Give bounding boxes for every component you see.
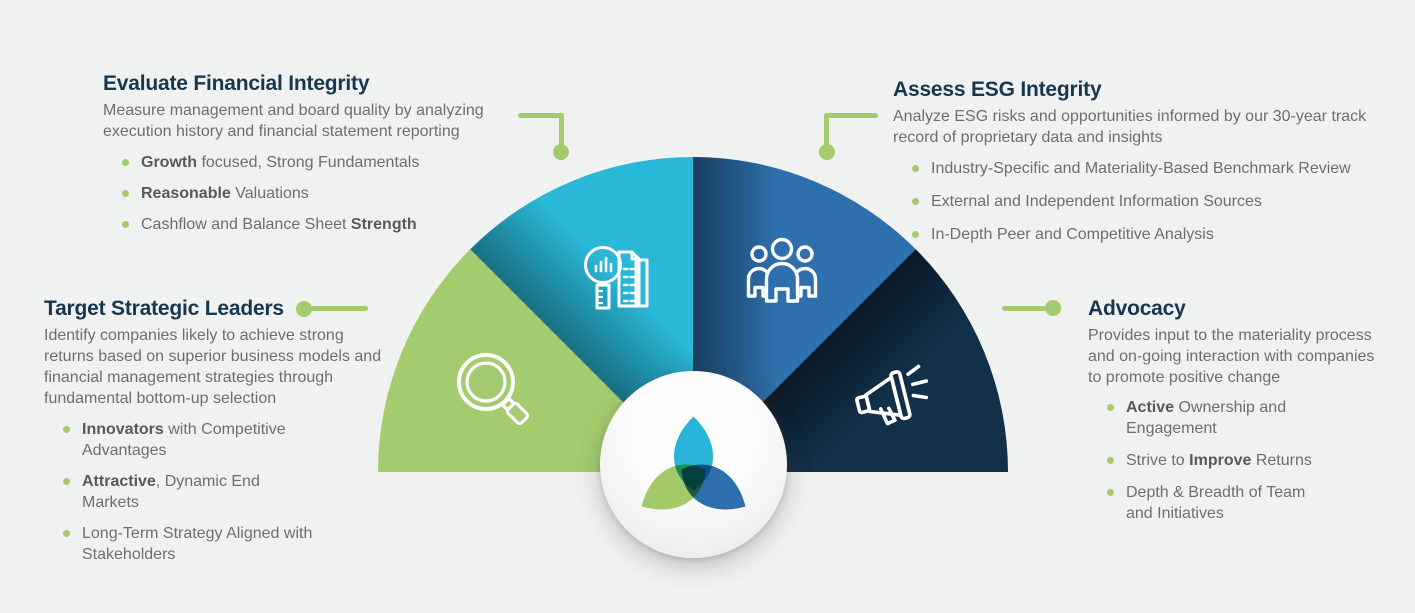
block-evaluate-financial-integrity: Evaluate Financial Integrity Measure man… (103, 71, 505, 245)
bullet-text-bold: Attractive (82, 473, 156, 490)
block-assess-esg-integrity: Assess ESG Integrity Analyze ESG risks a… (893, 77, 1390, 257)
bullet-dot-icon (912, 198, 919, 205)
bullet-item: Strive to Improve Returns (1088, 450, 1322, 471)
bullet-text: focused, Strong Fundamentals (197, 154, 420, 171)
bullet-item: Growth focused, Strong Fundamentals (103, 152, 505, 173)
bullet-text: Cashflow and Balance Sheet (141, 216, 351, 233)
bullet-list: Industry-Specific and Materiality-Based … (893, 158, 1390, 245)
bullet-dot-icon (1107, 489, 1114, 496)
block-title: Evaluate Financial Integrity (103, 72, 370, 95)
bullet-dot-icon (122, 221, 129, 228)
block-body: Identify companies likely to achieve str… (44, 327, 382, 407)
bullet-text: External and Independent Information Sou… (931, 193, 1262, 210)
bullet-list: Active Ownership and Engagement Strive t… (1088, 397, 1322, 524)
bullet-item: Depth & Breadth of Team and Initiatives (1088, 482, 1322, 524)
bullet-dot-icon (1107, 404, 1114, 411)
connector-line (1002, 306, 1050, 311)
connector-dot (819, 144, 835, 160)
connector-dot (553, 144, 569, 160)
connector-line (559, 113, 564, 147)
financial-analysis-icon (578, 238, 660, 320)
bullet-item: Industry-Specific and Materiality-Based … (893, 158, 1390, 179)
bullet-text: In-Depth Peer and Competitive Analysis (931, 226, 1214, 243)
bullet-text-bold: Innovators (82, 421, 164, 438)
bullet-text-bold: Improve (1189, 452, 1252, 469)
bullet-text: , Dynamic End Markets (82, 473, 260, 511)
team-icon (746, 236, 818, 316)
connector-dot (296, 301, 312, 317)
bullet-text: with Competitive Advantages (82, 421, 286, 459)
block-target-strategic-leaders: Target Strategic Leaders Identify compan… (44, 296, 392, 575)
connector-line (824, 113, 878, 118)
bullet-text-bold: Strength (350, 216, 417, 233)
megaphone-icon (851, 362, 943, 430)
bullet-item: Long-Term Strategy Aligned with Stakehol… (44, 523, 314, 565)
bullet-text-bold: Reasonable (141, 185, 231, 202)
bullet-text: Industry-Specific and Materiality-Based … (931, 160, 1351, 177)
bullet-item: In-Depth Peer and Competitive Analysis (893, 224, 1390, 245)
bullet-text: Long-Term Strategy Aligned with Stakehol… (82, 525, 313, 563)
block-title: Target Strategic Leaders (44, 297, 284, 320)
connector-line (518, 113, 564, 118)
block-title: Advocacy (1088, 297, 1186, 320)
bullet-text: Depth & Breadth of Team and Initiatives (1126, 484, 1306, 522)
bullet-text: Valuations (230, 185, 309, 202)
bullet-item: Active Ownership and Engagement (1088, 397, 1322, 439)
bullet-list: Innovators with Competitive Advantages A… (44, 419, 314, 565)
connector-dot (1045, 300, 1061, 316)
block-body: Analyze ESG risks and opportunities info… (893, 108, 1367, 146)
block-body: Provides input to the materiality proces… (1088, 327, 1375, 386)
block-advocacy: Advocacy Provides input to the materiali… (1088, 296, 1380, 535)
bullet-list: Growth focused, Strong Fundamentals Reas… (103, 152, 505, 235)
bullet-dot-icon (63, 478, 70, 485)
bullet-dot-icon (912, 165, 919, 172)
logo-petal-bottom-left (641, 464, 706, 510)
connector-line (310, 306, 368, 311)
bullet-item: Innovators with Competitive Advantages (44, 419, 314, 461)
center-hub-circle (600, 371, 787, 558)
magnifier-icon (450, 348, 534, 432)
block-body: Measure management and board quality by … (103, 102, 484, 140)
bullet-dot-icon (1107, 457, 1114, 464)
bullet-dot-icon (122, 159, 129, 166)
bullet-text-bold: Growth (141, 154, 197, 171)
bullet-dot-icon (122, 190, 129, 197)
bullet-text: Ownership and Engagement (1126, 399, 1287, 437)
bullet-text: Strive to (1126, 452, 1190, 469)
bullet-dot-icon (63, 530, 70, 537)
bullet-item: External and Independent Information Sou… (893, 191, 1390, 212)
bullet-item: Reasonable Valuations (103, 183, 505, 204)
trillium-leaf-logo (641, 416, 746, 510)
bullet-dot-icon (63, 426, 70, 433)
bullet-dot-icon (912, 231, 919, 238)
bullet-text: Returns (1251, 452, 1312, 469)
bullet-item: Cashflow and Balance Sheet Strength (103, 214, 505, 235)
bullet-item: Attractive, Dynamic End Markets (44, 471, 314, 513)
block-title: Assess ESG Integrity (893, 78, 1102, 101)
bullet-text-bold: Active (1126, 399, 1175, 416)
connector-line (824, 113, 829, 147)
